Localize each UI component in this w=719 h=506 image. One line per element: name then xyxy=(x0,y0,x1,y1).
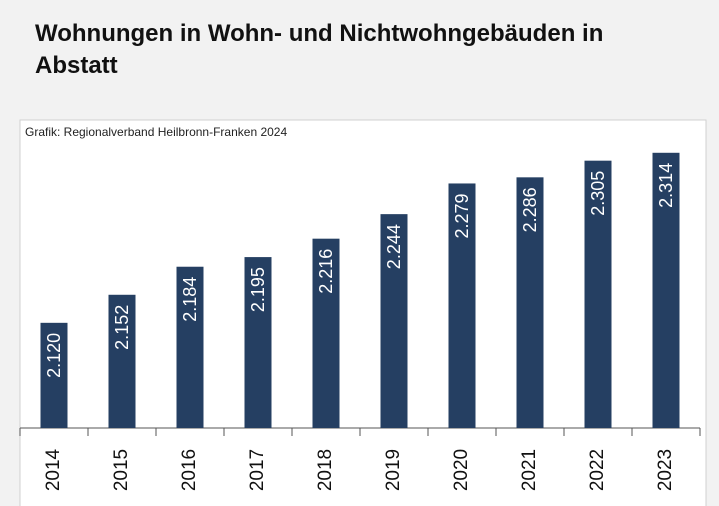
bar xyxy=(312,238,340,428)
x-tick-label: 2015 xyxy=(111,449,132,491)
value-label: 2.195 xyxy=(248,267,268,312)
value-label: 2.279 xyxy=(452,193,472,238)
bar xyxy=(244,257,272,428)
x-tick-label: 2020 xyxy=(451,449,472,491)
x-tick-label: 2021 xyxy=(519,449,540,491)
value-label: 2.184 xyxy=(180,277,200,322)
value-label: 2.120 xyxy=(44,333,64,378)
bar xyxy=(652,152,680,428)
value-label: 2.216 xyxy=(316,249,336,294)
bar xyxy=(108,294,136,428)
x-tick-label: 2022 xyxy=(587,449,608,491)
value-label: 2.244 xyxy=(384,224,404,269)
x-tick-label: 2014 xyxy=(43,448,64,491)
bar xyxy=(448,183,476,428)
bar xyxy=(380,214,408,428)
x-tick-label: 2017 xyxy=(247,449,268,491)
bar xyxy=(176,266,204,428)
chart-title: Wohnungen in Wohn- und Nichtwohngebäuden… xyxy=(35,20,604,79)
bar xyxy=(584,160,612,429)
value-label: 2.314 xyxy=(656,163,676,208)
value-label: 2.305 xyxy=(588,171,608,216)
x-tick-label: 2023 xyxy=(655,449,676,491)
x-tick-label: 2018 xyxy=(315,449,336,491)
value-label: 2.152 xyxy=(112,305,132,350)
source-note: Grafik: Regionalverband Heilbronn-Franke… xyxy=(25,125,287,139)
bar xyxy=(40,322,68,428)
x-tick-label: 2019 xyxy=(383,449,404,491)
value-label: 2.286 xyxy=(520,187,540,232)
bar xyxy=(516,177,544,428)
x-tick-label: 2016 xyxy=(179,449,200,491)
